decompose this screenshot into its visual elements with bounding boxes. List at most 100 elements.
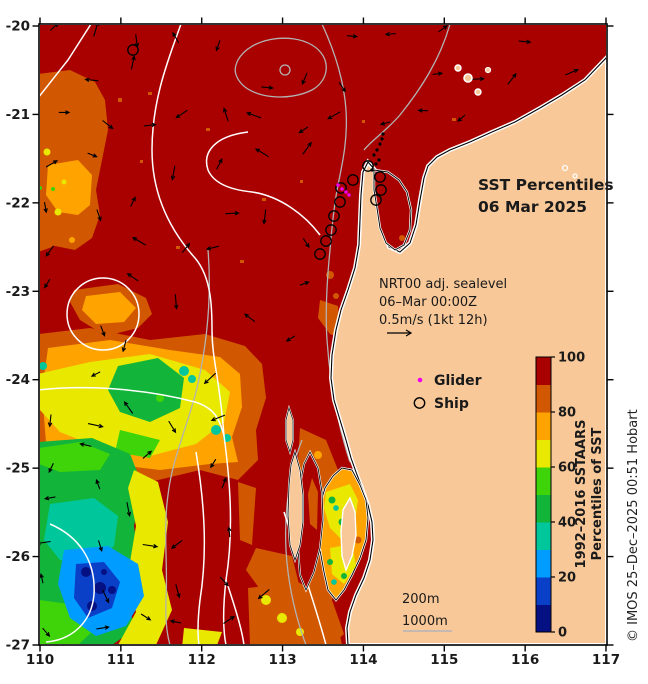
exmouth-gulf: [372, 168, 413, 252]
ship-marker: [347, 174, 359, 186]
glider-marker: [340, 187, 344, 191]
current-vector-arrow: [102, 589, 110, 604]
colorbar-segment: [536, 467, 551, 495]
current-vector-arrow: [126, 502, 132, 518]
map-annotations: SST Percentiles 06 Mar 2025 NRT00 adj. s…: [379, 176, 614, 632]
map-title-line2: 06 Mar 2025: [478, 198, 587, 216]
current-vectors: [40, 25, 579, 637]
current-vector-arrow: [203, 372, 217, 385]
current-vector-arrow: [327, 111, 341, 120]
current-vector-arrow: [40, 572, 44, 584]
x-axis-label: 110: [26, 652, 54, 668]
depth-label-200m: 200m: [402, 592, 439, 607]
current-vector-arrow: [100, 325, 106, 337]
current-vector-arrow: [219, 576, 229, 587]
current-vector-arrow: [216, 158, 223, 170]
x-axis-label: 111: [107, 652, 135, 668]
current-vector-arrow: [379, 121, 391, 126]
map-field: [40, 25, 606, 644]
track-dot: [377, 158, 381, 162]
current-vector-arrow: [142, 450, 153, 459]
current-vector-arrow: [205, 245, 220, 251]
percentile-patch-eddy: [70, 284, 152, 336]
current-vector-arrow: [254, 148, 269, 158]
colorbar: 0 20 40 60 80 100: [535, 351, 585, 641]
x-axis-label: 113: [268, 652, 296, 668]
credit-text: © IMOS 25–Dec–2025 00:51 Hobart: [626, 409, 641, 642]
current-vector-arrow: [262, 209, 267, 225]
ship-marker: [374, 171, 386, 183]
observation-markers: [127, 44, 387, 260]
current-vector-arrow: [79, 442, 92, 447]
annotation-line3: 0.5m/s (1kt 12h): [379, 313, 488, 328]
current-vector-arrow: [40, 540, 51, 546]
colorbar-segment: [536, 604, 551, 633]
current-vector-arrow: [175, 584, 181, 599]
current-vector-arrow: [96, 625, 110, 630]
current-vector-arrow: [96, 209, 102, 222]
current-vector-arrow: [175, 109, 188, 119]
annotation-line1: NRT00 adj. sealevel: [379, 277, 507, 292]
current-vector-arrow: [457, 114, 466, 122]
colorbar-title-line2: Percentiles of SST: [590, 427, 605, 560]
x-axis-label: 115: [430, 652, 458, 668]
islands: [454, 64, 578, 179]
current-vector-arrow: [384, 31, 396, 37]
y-axis-label: -25: [6, 461, 30, 477]
current-vector-arrow: [45, 245, 54, 257]
colorbar-segment: [536, 549, 551, 578]
current-vector-arrow: [130, 55, 136, 70]
current-vector-arrow: [170, 540, 183, 549]
current-vector-arrow: [223, 615, 236, 624]
current-vector-arrow: [246, 111, 262, 119]
current-vector-arrow: [123, 400, 134, 414]
current-vector-arrow: [565, 68, 579, 76]
y-axis-label: -22: [6, 195, 30, 211]
current-vector-arrow: [170, 165, 176, 181]
ship-marker: [370, 194, 382, 206]
glider-marker: [347, 193, 351, 197]
colorbar-segment: [536, 522, 551, 550]
current-vector-arrow: [58, 110, 71, 115]
axes: 110 111 112 113 114 115 116 117 -20 -21 -22 -23 -24 -…: [6, 17, 620, 668]
reference-arrow-icon: [387, 329, 413, 337]
current-vector-arrow: [97, 540, 103, 553]
current-vector-arrow: [121, 339, 127, 353]
current-vector-arrow: [130, 196, 136, 207]
current-vector-arrow: [417, 108, 428, 113]
current-vector-arrow: [47, 414, 53, 428]
current-vector-arrow: [131, 236, 147, 246]
current-vector-arrow: [225, 210, 240, 216]
current-vector-arrow: [221, 476, 227, 489]
percentile-patches-nw: [40, 70, 501, 263]
ship-marker: [127, 44, 139, 56]
y-axis-label: -23: [6, 284, 30, 300]
current-vector-arrow: [43, 495, 56, 501]
depth-label-1000m: 1000m: [402, 614, 448, 629]
current-vector-arrow: [302, 238, 310, 249]
ship-marker: [314, 248, 326, 260]
ship-marker: [335, 182, 347, 194]
colorbar-tick-label: 0: [558, 626, 567, 641]
colorbar-tick-label: 20: [558, 571, 576, 586]
current-vector-arrow: [126, 272, 139, 282]
glider-legend-dot-icon: [417, 377, 423, 383]
x-axis-label: 116: [511, 652, 539, 668]
current-vector-arrow: [87, 152, 98, 158]
sealevel-contours: [40, 25, 327, 644]
current-vector-arrow: [298, 126, 309, 134]
current-vector-arrow: [87, 423, 104, 429]
ship-marker: [325, 224, 337, 236]
plot-frame: [38, 23, 608, 646]
y-axis-label: -24: [6, 372, 30, 388]
colorbar-border: [535, 356, 552, 633]
colorbar-segment: [536, 439, 551, 468]
ship-legend-circle-icon: [413, 397, 426, 409]
current-vector-arrow: [95, 478, 101, 490]
colorbar-segment: [536, 357, 551, 385]
glider-marker: [344, 190, 348, 194]
colorbar-tick-label: 80: [558, 406, 576, 421]
current-vector-arrow: [45, 160, 58, 168]
